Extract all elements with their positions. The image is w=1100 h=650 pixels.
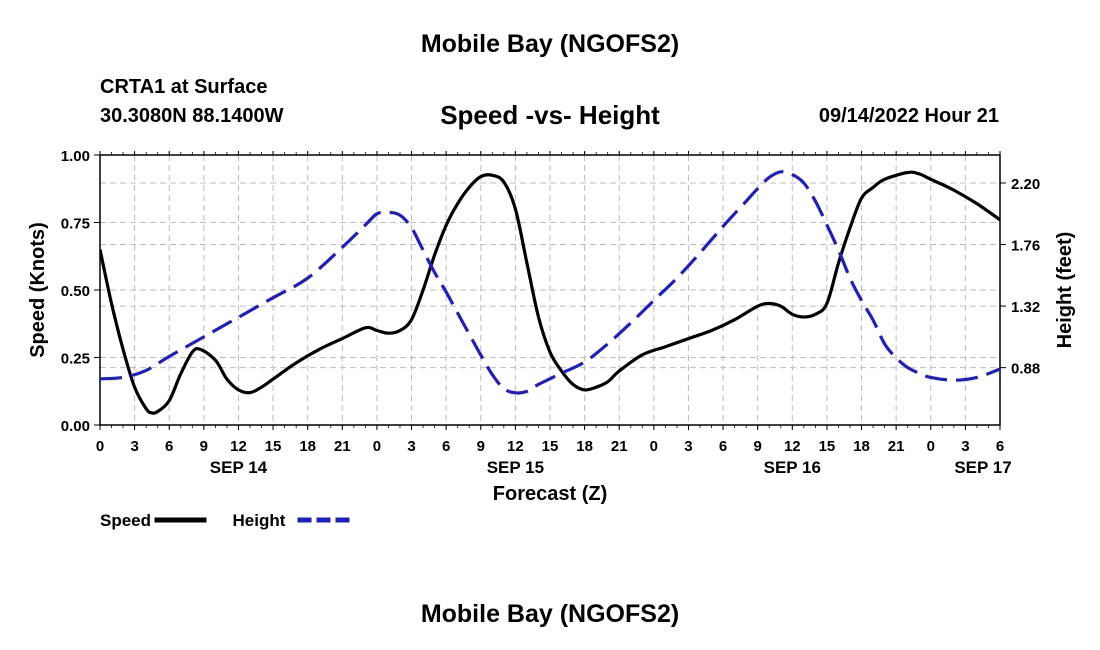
chart-main-title: Mobile Bay (NGOFS2)	[420, 30, 680, 58]
x-tick-label: 9	[754, 438, 762, 455]
x-tick-label: 3	[407, 438, 415, 455]
chart-subtitle: Speed -vs- Height	[440, 100, 660, 130]
x-tick-label: 15	[265, 438, 282, 455]
y2-tick-label: 1.76	[1011, 238, 1040, 255]
x-tick-label: 21	[611, 438, 628, 455]
y-tick-label: 0.25	[61, 351, 90, 368]
x-tick-label: 6	[996, 438, 1004, 455]
x-tick-label: 3	[961, 438, 969, 455]
y-axis-title: Speed (Knots)	[27, 222, 49, 358]
station-coordinates: 30.3080N 88.1400W	[100, 105, 284, 127]
x-tick-label: 0	[927, 438, 935, 455]
date-label: SEP 16	[764, 458, 821, 477]
footer-title: Mobile Bay (NGOFS2)	[420, 600, 680, 628]
x-tick-label: 15	[819, 438, 836, 455]
date-label: SEP 17	[954, 458, 1011, 477]
y-tick-label: 0.50	[61, 283, 90, 300]
x-tick-label: 9	[477, 438, 485, 455]
x-tick-label: 21	[888, 438, 905, 455]
x-tick-label: 0	[650, 438, 658, 455]
x-tick-label: 15	[542, 438, 559, 455]
series-line-speed	[100, 170, 1000, 415]
y2-tick-label: 2.20	[1011, 176, 1040, 193]
legend-label-speed: Speed	[100, 511, 151, 530]
x-tick-label: 12	[784, 438, 801, 455]
legend-label-height: Height	[233, 511, 286, 530]
station-label: CRTA1 at Surface	[100, 76, 268, 98]
x-tick-label: 18	[299, 438, 316, 455]
x-tick-label: 3	[130, 438, 138, 455]
x-tick-label: 6	[165, 438, 173, 455]
x-tick-label: 9	[200, 438, 208, 455]
y2-tick-label: 0.88	[1011, 361, 1040, 378]
y-tick-label: 0.00	[61, 418, 90, 435]
date-label: SEP 14	[210, 458, 268, 477]
x-tick-label: 12	[507, 438, 524, 455]
y-tick-label: 1.00	[61, 148, 90, 165]
y2-tick-label: 1.32	[1011, 299, 1040, 316]
y-tick-label: 0.75	[61, 216, 90, 233]
x-tick-label: 0	[96, 438, 104, 455]
x-tick-label: 3	[684, 438, 692, 455]
x-tick-label: 12	[230, 438, 247, 455]
y2-axis-title: Height (feet)	[1054, 232, 1076, 349]
x-tick-label: 6	[442, 438, 450, 455]
x-tick-label: 6	[719, 438, 727, 455]
date-label: SEP 15	[487, 458, 544, 477]
x-tick-label: 18	[576, 438, 593, 455]
x-tick-label: 21	[334, 438, 351, 455]
x-axis-title: Forecast (Z)	[493, 483, 607, 505]
x-tick-label: 0	[373, 438, 381, 455]
forecast-timestamp: 09/14/2022 Hour 21	[818, 105, 999, 127]
x-tick-label: 18	[853, 438, 870, 455]
